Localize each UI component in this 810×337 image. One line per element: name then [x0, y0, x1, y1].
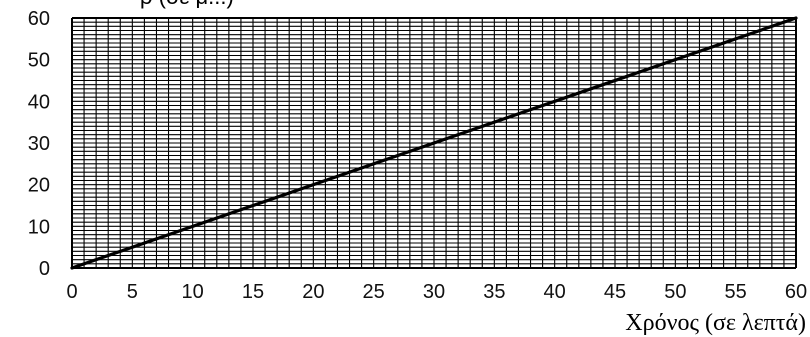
y-axis-label-fragment: ρ (σε μ...) — [140, 0, 234, 9]
x-tick-label: 15 — [242, 281, 264, 303]
x-tick-label: 10 — [182, 281, 204, 303]
x-tick-label: 55 — [725, 281, 747, 303]
y-tick-labels: 0 10 20 30 40 50 60 — [28, 8, 50, 280]
x-axis-label: Χρόνος (σε λεπτά) — [625, 310, 806, 336]
x-tick-label: 45 — [604, 281, 626, 303]
series-group — [70, 16, 798, 270]
y-tick-label: 30 — [28, 133, 50, 155]
y-tick-label: 40 — [28, 91, 50, 113]
x-tick-label: 40 — [544, 281, 566, 303]
series-line — [70, 16, 798, 270]
x-tick-label: 35 — [483, 281, 505, 303]
x-tick-label: 25 — [363, 281, 385, 303]
y-tick-label: 50 — [28, 50, 50, 72]
x-tick-labels: 0 5 10 15 20 25 30 35 40 45 50 55 60 — [66, 281, 807, 303]
x-tick-label: 60 — [785, 281, 807, 303]
y-tick-label: 60 — [28, 8, 50, 30]
x-tick-label: 50 — [664, 281, 686, 303]
x-tick-label: 20 — [302, 281, 324, 303]
y-tick-label: 20 — [28, 175, 50, 197]
y-axis-label: ρ (σε μ...) — [140, 0, 234, 9]
y-tick-label: 10 — [28, 216, 50, 238]
x-tick-label: 5 — [127, 281, 138, 303]
x-tick-label: 0 — [66, 281, 77, 303]
x-tick-label: 30 — [423, 281, 445, 303]
y-tick-label: 0 — [39, 258, 50, 280]
